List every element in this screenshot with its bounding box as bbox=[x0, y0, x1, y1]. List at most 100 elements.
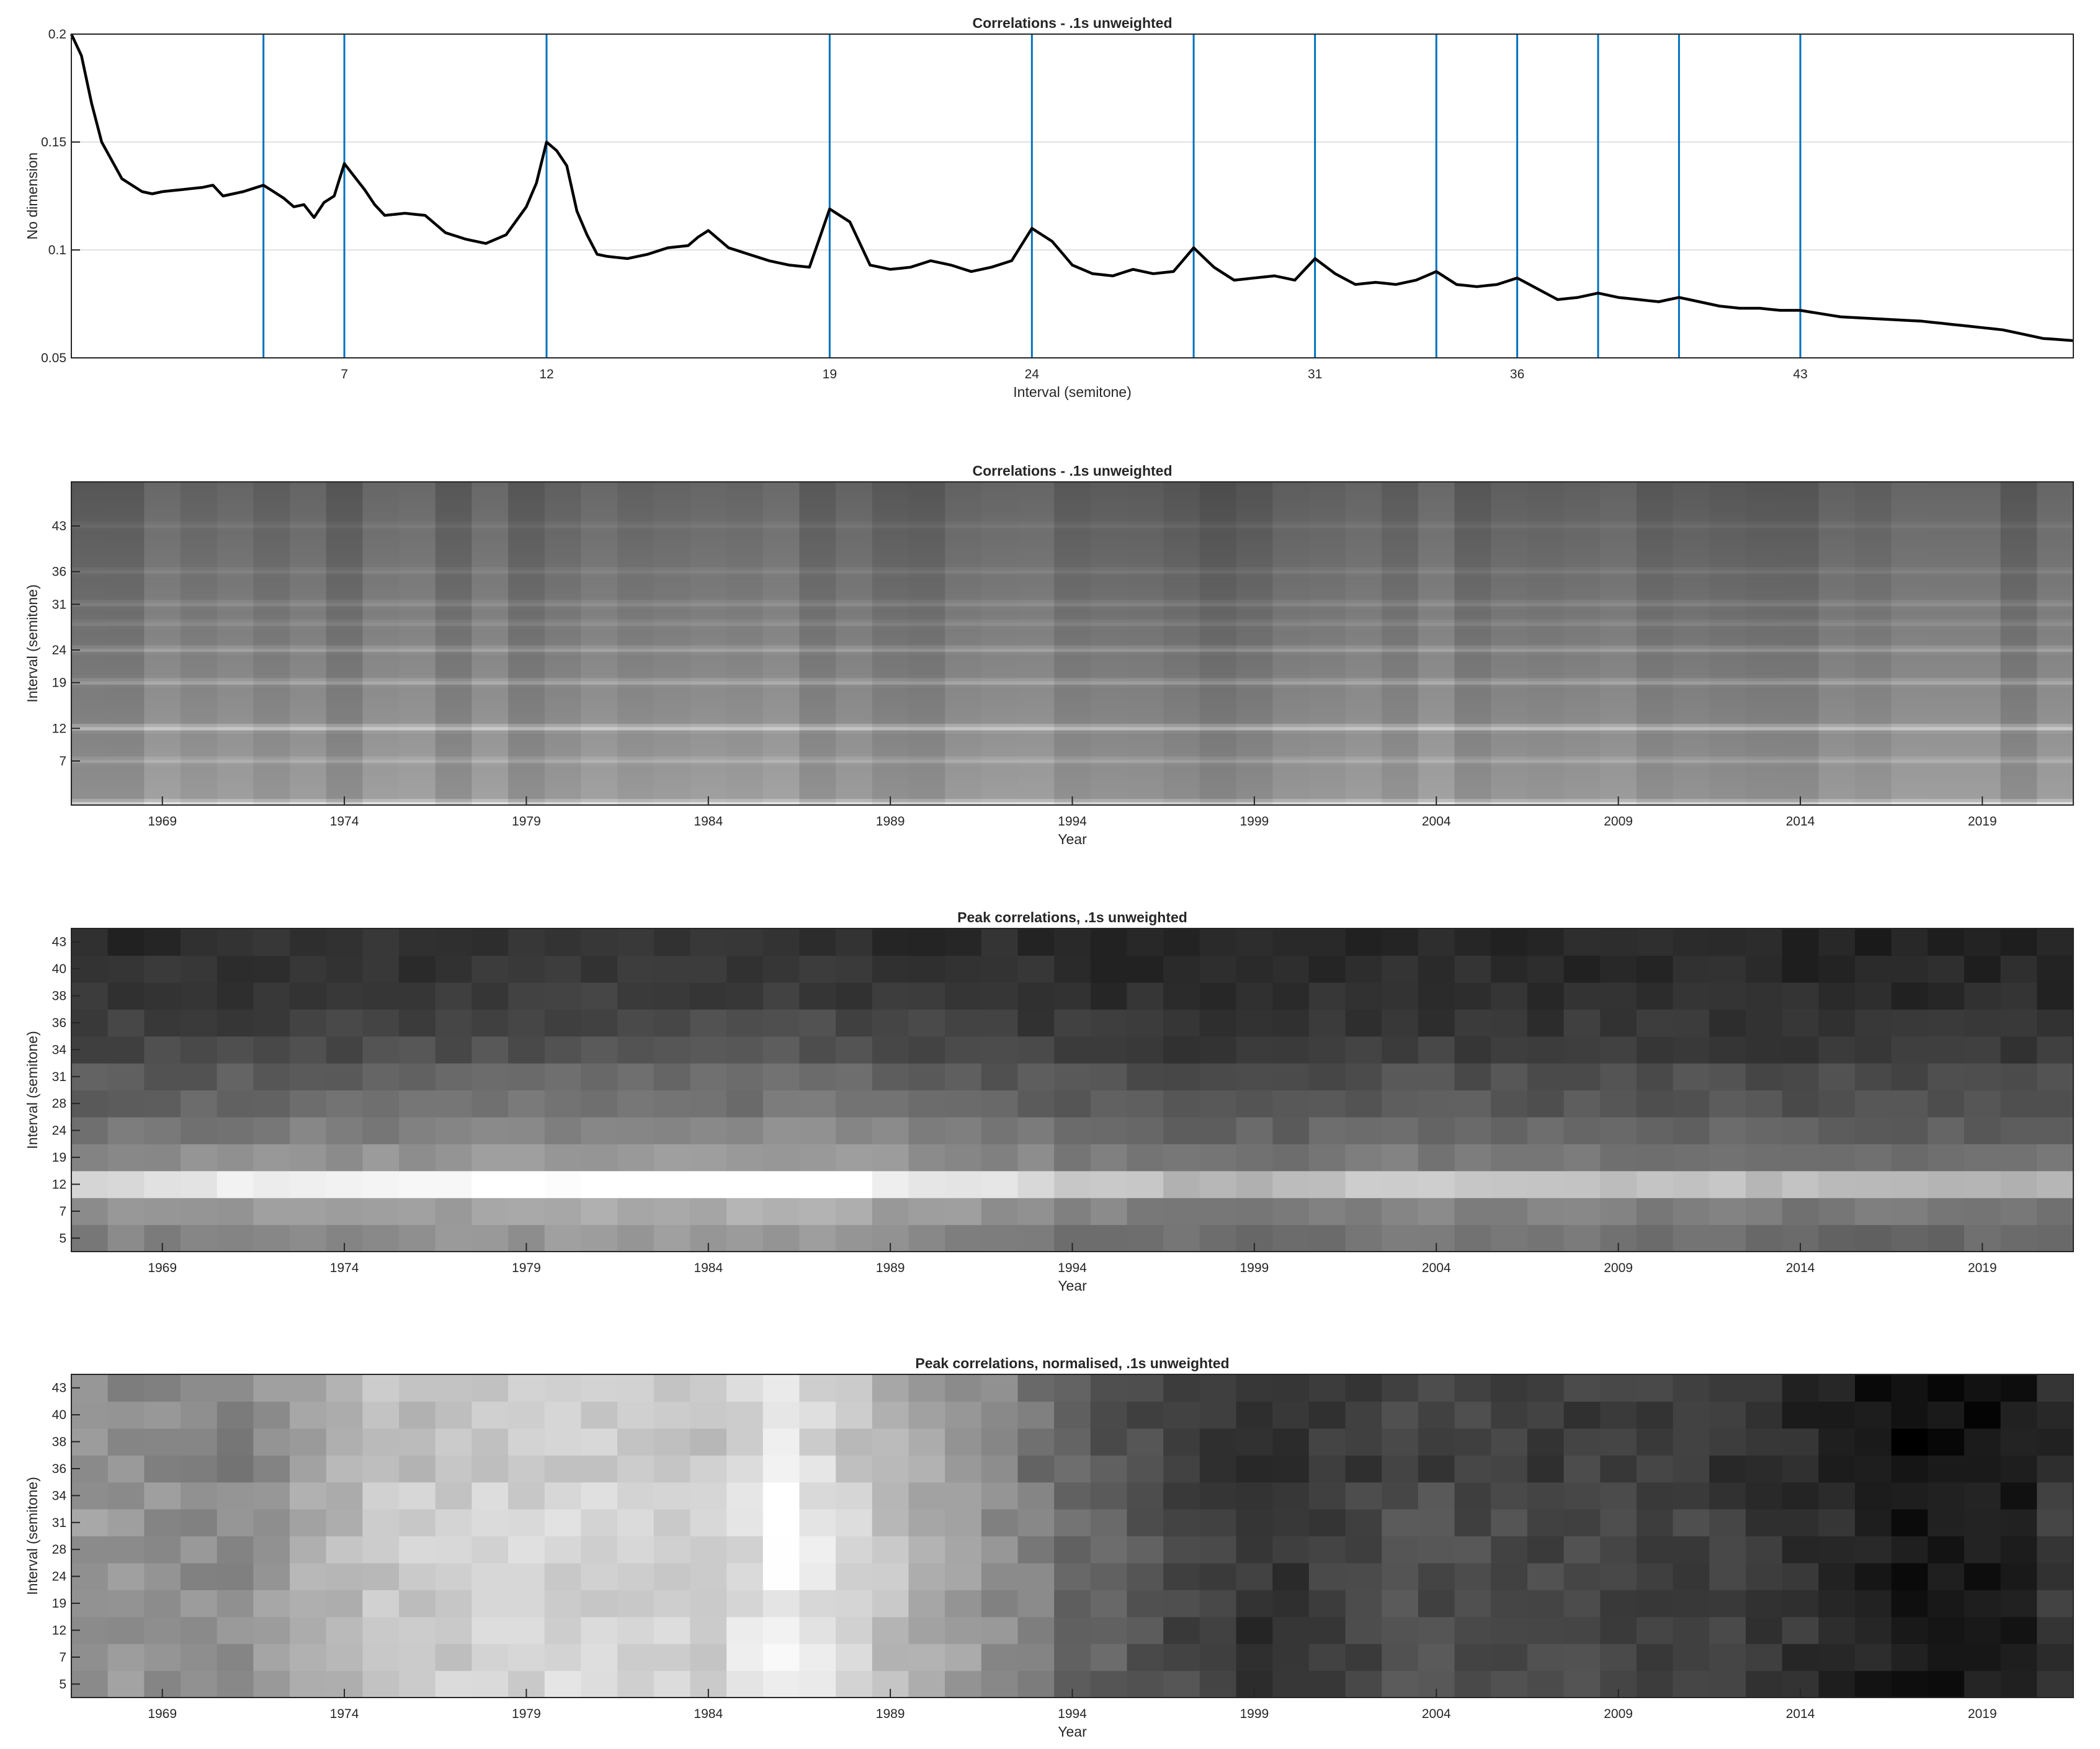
heatmap-cell bbox=[253, 508, 290, 512]
heatmap-cell bbox=[1491, 635, 1528, 639]
heatmap-cell bbox=[1636, 778, 1674, 783]
heatmap-cell bbox=[253, 527, 290, 532]
heatmap-cell bbox=[1163, 759, 1200, 763]
heatmap-cell bbox=[1818, 697, 1856, 701]
heatmap-cell bbox=[1199, 697, 1237, 701]
heatmap-cell bbox=[1308, 557, 1346, 561]
heatmap-cell bbox=[799, 619, 836, 623]
heatmap-cell bbox=[1127, 560, 1164, 564]
heatmap-cell bbox=[1345, 710, 1382, 714]
heatmap-cell bbox=[1382, 671, 1419, 675]
heatmap-cell bbox=[1636, 785, 1674, 790]
heatmap-cell bbox=[181, 599, 218, 603]
heatmap-cell bbox=[1818, 632, 1856, 636]
heatmap-cell bbox=[144, 658, 181, 662]
heatmap-cell bbox=[544, 628, 582, 633]
heatmap-cell bbox=[253, 778, 290, 783]
heatmap-cell bbox=[1491, 667, 1528, 672]
heatmap-cell bbox=[253, 801, 290, 806]
heatmap-cell bbox=[981, 674, 1019, 679]
heatmap-cell bbox=[1090, 635, 1128, 639]
heatmap-cell bbox=[2000, 752, 2037, 757]
heatmap-cell bbox=[544, 671, 582, 675]
heatmap-cell bbox=[1636, 746, 1674, 750]
heatmap-cell bbox=[1418, 638, 1455, 643]
heatmap-cell bbox=[762, 524, 800, 528]
heatmap-cell bbox=[1418, 517, 1455, 522]
heatmap-cell bbox=[1527, 615, 1565, 620]
heatmap-cell bbox=[471, 576, 509, 581]
heatmap-cell bbox=[1090, 609, 1128, 613]
heatmap-cell bbox=[1964, 517, 2001, 522]
heatmap-cell bbox=[544, 723, 582, 728]
heatmap-cell bbox=[1527, 521, 1565, 525]
heatmap-cell bbox=[1854, 778, 1892, 783]
heatmap-cell bbox=[508, 625, 545, 630]
heatmap-cell bbox=[1127, 707, 1164, 711]
heatmap-cell bbox=[1308, 638, 1346, 643]
heatmap-cell bbox=[1090, 547, 1128, 551]
heatmap-cell bbox=[544, 681, 582, 685]
heatmap-cell bbox=[253, 530, 290, 535]
heatmap-cell bbox=[1199, 687, 1237, 692]
heatmap-cell bbox=[1709, 723, 1746, 728]
heatmap-cell bbox=[1563, 635, 1601, 639]
heatmap-cell bbox=[1673, 635, 1710, 639]
heatmap-cell bbox=[2000, 592, 2037, 597]
heatmap-cell bbox=[1818, 553, 1856, 558]
heatmap-cell bbox=[1563, 772, 1601, 777]
heatmap-cell bbox=[581, 746, 618, 750]
heatmap-cell bbox=[1199, 759, 1237, 763]
heatmap-cell bbox=[762, 778, 800, 783]
heatmap-cell bbox=[1163, 775, 1200, 780]
heatmap-cell bbox=[1199, 537, 1237, 541]
heatmap-cell bbox=[836, 772, 873, 777]
heatmap-cell bbox=[690, 615, 727, 620]
heatmap-cell bbox=[435, 671, 472, 675]
heatmap-cell bbox=[1345, 720, 1382, 724]
heatmap-cell bbox=[217, 681, 254, 685]
heatmap-cell bbox=[1600, 573, 1637, 577]
heatmap-cell bbox=[217, 801, 254, 806]
heatmap-cell bbox=[690, 707, 727, 711]
heatmap-cell bbox=[799, 635, 836, 639]
heatmap-cell bbox=[181, 661, 218, 665]
heatmap-cell bbox=[1454, 736, 1491, 741]
heatmap-cell bbox=[1709, 609, 1746, 613]
heatmap-cell bbox=[617, 664, 655, 669]
heatmap-cell bbox=[1782, 791, 1819, 796]
heatmap-cell bbox=[1928, 726, 1965, 731]
heatmap-cell bbox=[1673, 661, 1710, 665]
heatmap-cell bbox=[726, 576, 764, 581]
heatmap-cell bbox=[362, 739, 400, 744]
heatmap-cell bbox=[836, 579, 873, 584]
heatmap-cell bbox=[1854, 729, 1892, 734]
heatmap-cell bbox=[945, 785, 982, 790]
heatmap-cell bbox=[1382, 756, 1419, 760]
heatmap-cell bbox=[217, 628, 254, 633]
heatmap-cell bbox=[471, 547, 509, 551]
heatmap-cell bbox=[872, 625, 909, 630]
heatmap-cell bbox=[1308, 690, 1346, 695]
heatmap-cell bbox=[1127, 723, 1164, 728]
heatmap-cell bbox=[1272, 632, 1310, 636]
heatmap-cell bbox=[290, 632, 327, 636]
heatmap-cell bbox=[1964, 713, 2001, 718]
heatmap-cell bbox=[1964, 694, 2001, 698]
heatmap-cell bbox=[1272, 703, 1310, 708]
heatmap-cell bbox=[762, 632, 800, 636]
heatmap-cell bbox=[71, 700, 109, 705]
heatmap-cell bbox=[726, 700, 764, 705]
heatmap-cell bbox=[1272, 602, 1310, 607]
heatmap-cell bbox=[1382, 697, 1419, 701]
heatmap-cell bbox=[1382, 795, 1419, 799]
heatmap-cell bbox=[1345, 622, 1382, 626]
heatmap-cell bbox=[1054, 609, 1091, 613]
heatmap-cell bbox=[617, 651, 655, 656]
heatmap-cell bbox=[1382, 560, 1419, 564]
heatmap-cell bbox=[1527, 765, 1565, 770]
heatmap-cell bbox=[872, 547, 909, 551]
heatmap-cell bbox=[144, 716, 181, 721]
heatmap-cell bbox=[1454, 553, 1491, 558]
heatmap-cell bbox=[1527, 729, 1565, 734]
